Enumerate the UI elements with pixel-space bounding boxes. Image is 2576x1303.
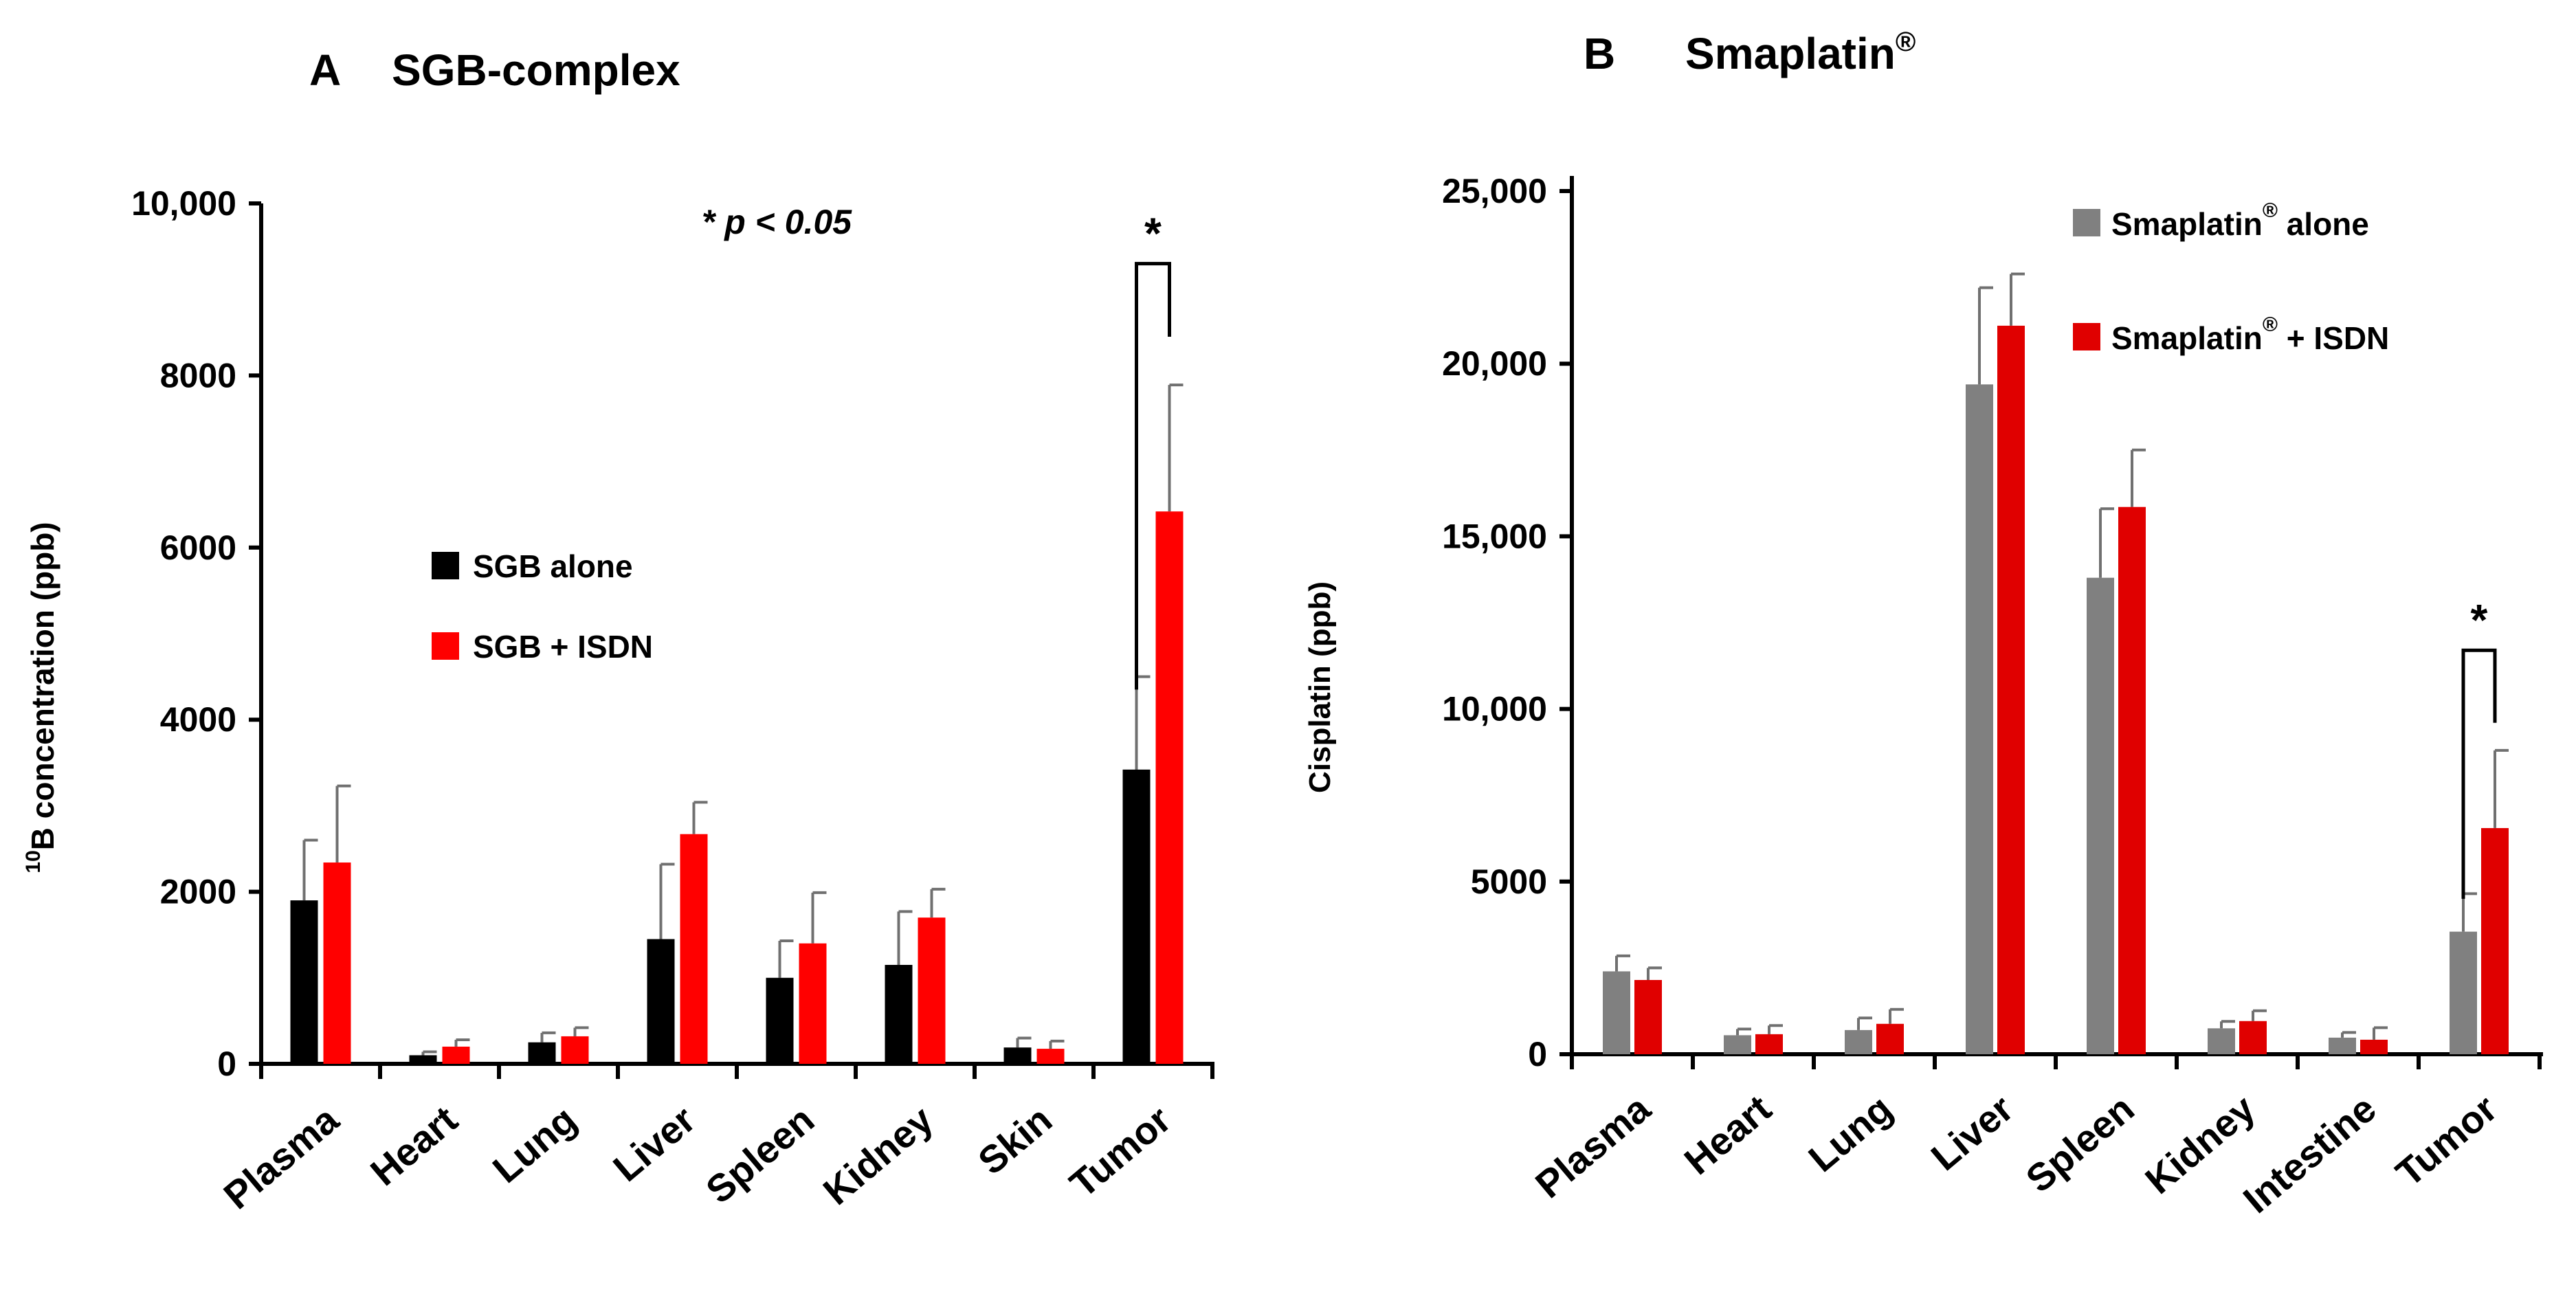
b-plasma-s1-bar bbox=[1634, 979, 1662, 1054]
a-ytick-label-6000: 6000 bbox=[160, 528, 236, 567]
a-ytick-label-8000: 8000 bbox=[160, 356, 236, 394]
b-kidney-s1-bar bbox=[2239, 1021, 2267, 1054]
a-tumor-s0-bar bbox=[1122, 769, 1151, 1064]
a-xlabel-plasma: Plasma bbox=[215, 1097, 346, 1217]
a-skin-s1-bar bbox=[1036, 1049, 1065, 1064]
a-plasma-s0-bar bbox=[290, 900, 318, 1064]
b-xlabel-heart: Heart bbox=[1676, 1087, 1779, 1183]
a-plasma-s1-bar bbox=[323, 862, 351, 1064]
b-ytick-label-25000: 25,000 bbox=[1442, 172, 1547, 210]
a-ytick-label-4000: 4000 bbox=[160, 700, 236, 739]
panel-b-title: Smaplatin® bbox=[1685, 27, 1916, 78]
panel-a-x-ticks bbox=[259, 1064, 1214, 1079]
panel-b-significance: * bbox=[2461, 595, 2497, 899]
legend-label-sgb-isdn: SGB + ISDN bbox=[473, 629, 653, 665]
a-significance-bracket bbox=[1135, 262, 1171, 690]
panel-a-bars bbox=[290, 383, 1184, 1064]
a-tumor-s1-bar bbox=[1155, 511, 1184, 1064]
b-significance-star: * bbox=[2471, 595, 2488, 645]
b-spleen-s1-bar bbox=[2118, 506, 2146, 1054]
a-xlabel-skin: Skin bbox=[970, 1098, 1060, 1183]
a-xlabel-spleen: Spleen bbox=[698, 1098, 822, 1212]
b-heart-s1-bar bbox=[1755, 1034, 1783, 1054]
a-ytick-label-10000: 10,000 bbox=[131, 184, 236, 223]
b-ytick-label-20000: 20,000 bbox=[1442, 344, 1547, 383]
b-xlabel-liver: Liver bbox=[1923, 1087, 2021, 1179]
a-heart-s0-bar bbox=[409, 1055, 437, 1064]
panel-a: A SGB-complex 10B concentration (ppb) 0 2… bbox=[22, 45, 1214, 1217]
b-tumor-s0-bar bbox=[2450, 931, 2477, 1054]
a-skin-s0-bar bbox=[1003, 1047, 1032, 1064]
b-ytick-label-10000: 10,000 bbox=[1442, 690, 1547, 728]
b-tumor-s1-bar bbox=[2481, 827, 2509, 1054]
panel-a-ylabel-text: B concentration (ppb) bbox=[25, 522, 60, 850]
panel-a-ylabel: 10B concentration (ppb) bbox=[22, 522, 60, 873]
panel-a-letter: A bbox=[309, 45, 341, 95]
legend-swatch-sgb-alone bbox=[432, 552, 459, 579]
b-xlabel-tumor: Tumor bbox=[2388, 1087, 2505, 1195]
a-kidney-s1-bar bbox=[918, 917, 946, 1064]
panel-a-ylabel-super: 10 bbox=[22, 850, 45, 873]
b-heart-s0-bar bbox=[1724, 1035, 1751, 1054]
legend-swatch-smaplatin-alone bbox=[2073, 209, 2100, 236]
panel-a-annotation: * p < 0.05 bbox=[702, 203, 852, 241]
a-xlabel-tumor: Tumor bbox=[1061, 1098, 1179, 1206]
panel-a-legend: SGB alone SGB + ISDN bbox=[432, 548, 653, 665]
b-xlabel-plasma: Plasma bbox=[1527, 1086, 1658, 1206]
b-ytick-label-15000: 15,000 bbox=[1442, 517, 1547, 555]
a-liver-s1-bar bbox=[680, 834, 708, 1064]
b-intestine-s0-bar bbox=[2329, 1037, 2356, 1054]
b-liver-s0-bar bbox=[1966, 384, 1993, 1054]
a-ytick-label-2000: 2000 bbox=[160, 873, 236, 911]
legend-swatch-smaplatin-isdn bbox=[2073, 323, 2100, 350]
panel-b-y-ticks: 0 5000 10,000 15,000 20,000 25,000 bbox=[1442, 172, 1572, 1073]
panel-b-title-text: Smaplatin bbox=[1685, 29, 1896, 78]
panel-b-letter: B bbox=[1584, 29, 1615, 78]
a-spleen-s0-bar bbox=[766, 977, 794, 1064]
panel-a-significance: * bbox=[1135, 209, 1171, 690]
b-lung-s0-bar bbox=[1845, 1029, 1872, 1054]
b-spleen-s0-bar bbox=[2087, 577, 2114, 1054]
panel-b: B Smaplatin® Cisplatin (ppb) 0 5000 10,000… bbox=[1303, 27, 2543, 1221]
b-significance-bracket bbox=[2461, 648, 2497, 899]
panel-a-y-ticks: 0 2000 4000 6000 8000 10,000 bbox=[131, 184, 261, 1083]
b-ytick-label-5000: 5000 bbox=[1471, 862, 1547, 901]
a-ytick-label-0: 0 bbox=[217, 1045, 236, 1083]
a-spleen-s1-bar bbox=[799, 943, 827, 1064]
a-lung-s1-bar bbox=[561, 1036, 589, 1064]
a-kidney-s0-bar bbox=[885, 965, 913, 1064]
legend-label-sgb-alone: SGB alone bbox=[473, 548, 633, 584]
a-significance-star: * bbox=[1144, 209, 1162, 258]
panel-a-title: SGB-complex bbox=[392, 45, 680, 95]
a-heart-s1-bar bbox=[442, 1046, 470, 1064]
b-kidney-s0-bar bbox=[2208, 1028, 2235, 1054]
a-liver-s0-bar bbox=[647, 939, 675, 1064]
panel-b-x-labels: Plasma Heart Lung LiverSpleenKidneyIntestin… bbox=[1527, 1086, 2505, 1221]
b-plasma-s0-bar bbox=[1603, 971, 1630, 1054]
a-xlabel-lung: Lung bbox=[485, 1098, 584, 1191]
panel-b-legend: Smaplatin® alone Smaplatin® + ISDN bbox=[2073, 199, 2389, 356]
legend-swatch-sgb-isdn bbox=[432, 632, 459, 660]
panel-b-x-ticks bbox=[1570, 1054, 2542, 1069]
a-xlabel-kidney: Kidney bbox=[815, 1098, 942, 1213]
svg-text:10B concentration (ppb): 10B concentration (ppb) bbox=[22, 522, 60, 873]
b-intestine-s1-bar bbox=[2360, 1039, 2388, 1054]
a-lung-s0-bar bbox=[528, 1042, 556, 1064]
a-xlabel-heart: Heart bbox=[362, 1098, 465, 1194]
panel-b-title-super: ® bbox=[1896, 27, 1916, 57]
legend-label-smaplatin-alone: Smaplatin® alone bbox=[2111, 199, 2369, 242]
b-xlabel-lung: Lung bbox=[1800, 1087, 1900, 1180]
panel-b-ylabel: Cisplatin (ppb) bbox=[1303, 581, 1337, 793]
b-ytick-label-0: 0 bbox=[1528, 1035, 1547, 1073]
panel-b-bars bbox=[1603, 272, 2509, 1054]
b-lung-s1-bar bbox=[1876, 1023, 1904, 1054]
a-xlabel-liver: Liver bbox=[605, 1098, 703, 1190]
legend-label-smaplatin-isdn: Smaplatin® + ISDN bbox=[2111, 313, 2389, 356]
b-liver-s1-bar bbox=[1997, 325, 2025, 1054]
b-xlabel-intestine: Intestine bbox=[2235, 1087, 2384, 1221]
b-xlabel-spleen: Spleen bbox=[2018, 1087, 2142, 1201]
